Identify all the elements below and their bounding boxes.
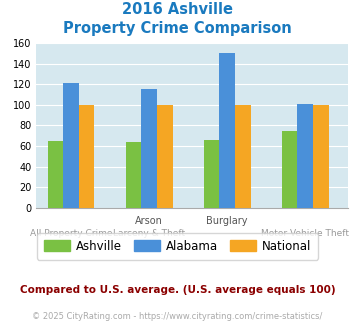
- Text: Motor Vehicle Theft: Motor Vehicle Theft: [261, 229, 349, 238]
- Text: 2016 Ashville: 2016 Ashville: [122, 2, 233, 16]
- Legend: Ashville, Alabama, National: Ashville, Alabama, National: [37, 233, 318, 260]
- Text: Property Crime Comparison: Property Crime Comparison: [63, 21, 292, 36]
- Bar: [204, 140, 219, 208]
- Text: Arson: Arson: [135, 216, 163, 226]
- Bar: [297, 104, 313, 208]
- Bar: [141, 89, 157, 208]
- Text: All Property Crime: All Property Crime: [30, 229, 112, 238]
- Bar: [157, 105, 173, 208]
- Text: Larceny & Theft: Larceny & Theft: [113, 229, 185, 238]
- Bar: [235, 105, 251, 208]
- Bar: [79, 105, 94, 208]
- Bar: [48, 141, 63, 208]
- Bar: [313, 105, 329, 208]
- Bar: [219, 53, 235, 208]
- Bar: [63, 83, 79, 208]
- Bar: [282, 131, 297, 208]
- Text: Compared to U.S. average. (U.S. average equals 100): Compared to U.S. average. (U.S. average …: [20, 285, 335, 295]
- Bar: [126, 142, 141, 208]
- Text: © 2025 CityRating.com - https://www.cityrating.com/crime-statistics/: © 2025 CityRating.com - https://www.city…: [32, 312, 323, 321]
- Text: Burglary: Burglary: [207, 216, 248, 226]
